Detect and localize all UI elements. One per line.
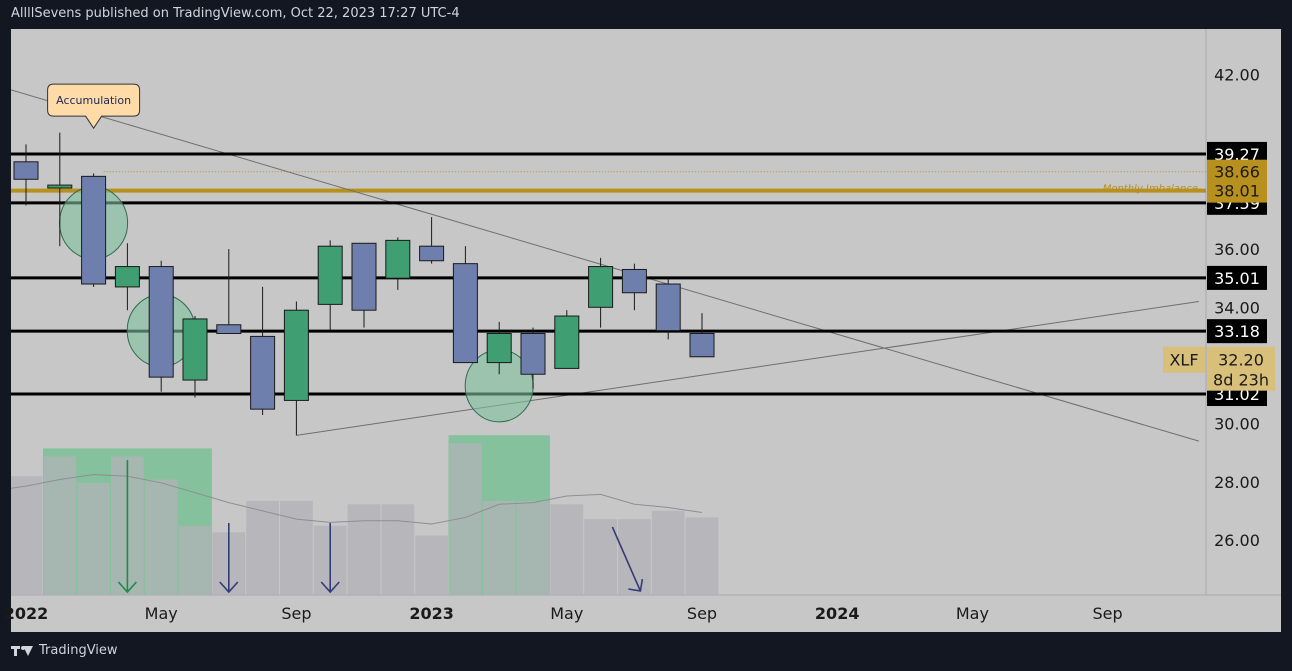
level-price-label-text: 33.18 xyxy=(1214,322,1260,341)
callout-text: Accumulation xyxy=(56,94,131,107)
candle xyxy=(689,313,715,358)
price-tick-label: 30.00 xyxy=(1214,415,1260,434)
candle xyxy=(351,242,377,328)
volume-bar xyxy=(11,476,43,595)
trendline-layer xyxy=(11,89,1200,442)
candle xyxy=(47,132,73,247)
imbalance-price-label xyxy=(1207,178,1267,203)
trendline xyxy=(11,89,1200,442)
symbol-badge-text: XLF xyxy=(1169,351,1198,370)
price-tick-label: 28.00 xyxy=(1214,473,1260,492)
candle xyxy=(385,237,411,290)
callout-layer: Accumulation xyxy=(47,83,141,130)
bar-countdown-text: 8d 23h xyxy=(1213,371,1269,390)
volume-bar xyxy=(550,504,584,595)
publish-header: AllllSevens published on TradingView.com… xyxy=(11,6,460,21)
volume-bar xyxy=(584,519,617,595)
volume-arrow-icon xyxy=(611,526,644,592)
price-tick-label: 26.00 xyxy=(1214,531,1260,550)
time-tick-label: Sep xyxy=(1093,604,1123,623)
volume-layer xyxy=(0,435,719,595)
price-tick-label: 34.00 xyxy=(1214,298,1260,317)
time-tick-label: Sep xyxy=(281,604,311,623)
footer: TradingView xyxy=(11,643,118,658)
time-tick-label: 2023 xyxy=(409,604,454,623)
volume-bar xyxy=(415,535,448,595)
time-tick-label: May xyxy=(550,604,583,623)
price-tick-label: 36.00 xyxy=(1214,240,1260,259)
footer-brand: TradingView xyxy=(39,643,118,658)
candles-layer xyxy=(0,80,715,436)
volume-bar xyxy=(280,500,313,595)
volume-bar xyxy=(347,504,381,595)
volume-bar xyxy=(482,500,516,595)
volume-bar xyxy=(144,479,178,595)
volume-bar xyxy=(0,460,9,595)
tradingview-logo-icon xyxy=(11,644,33,658)
volume-bar xyxy=(449,443,482,595)
candle xyxy=(250,286,276,415)
candle xyxy=(621,263,647,311)
candle xyxy=(317,240,343,331)
candle xyxy=(655,278,681,340)
imbalance-label: Monthly Imbalance xyxy=(1103,184,1198,195)
volume-bar xyxy=(381,504,415,595)
candle xyxy=(283,301,309,436)
volume-bar xyxy=(178,525,212,595)
price-tick-label: 42.00 xyxy=(1214,66,1260,85)
time-tick-label: May xyxy=(956,604,989,623)
last-price-badge xyxy=(1207,346,1275,391)
level-price-label-text: 39.27 xyxy=(1214,145,1260,164)
level-price-label xyxy=(1207,265,1267,290)
candle xyxy=(148,260,174,392)
level-price-label xyxy=(1207,319,1267,344)
volume-arrow-icon xyxy=(320,523,340,594)
trendline xyxy=(296,300,1199,436)
volume-bar xyxy=(246,500,279,595)
level-price-label-text: 35.01 xyxy=(1214,269,1260,288)
volume-bar xyxy=(651,510,685,595)
candle xyxy=(182,316,208,398)
callout-bubble xyxy=(47,83,141,130)
candle xyxy=(486,321,512,375)
imbalance-price-label-text: 38.01 xyxy=(1214,182,1260,201)
volume-arrow-icon xyxy=(219,523,239,594)
volume-bar xyxy=(516,500,550,595)
candle xyxy=(520,327,546,389)
volume-bar xyxy=(685,517,719,595)
time-tick-label: Sep xyxy=(687,604,717,623)
candle xyxy=(588,257,614,328)
candle xyxy=(452,246,478,364)
candle xyxy=(114,243,140,311)
last-price-text: 32.20 xyxy=(1218,351,1264,370)
volume-bar xyxy=(618,519,651,595)
imbalance-price-label-text: 38.66 xyxy=(1214,163,1260,182)
candle xyxy=(419,217,445,264)
time-tick-label: May xyxy=(145,604,178,623)
volume-bar xyxy=(77,482,110,595)
volume-arrow-icon xyxy=(117,460,137,594)
level-lines-layer xyxy=(11,152,1206,396)
volume-bar xyxy=(43,456,77,595)
symbol-badge xyxy=(1163,346,1205,373)
candle xyxy=(554,310,580,369)
price-axis: 26.00 28.00 30.00 34.00 36.00 42.00 xyxy=(1214,66,1260,551)
time-tick-label: 2022 xyxy=(4,604,49,623)
candle xyxy=(0,80,4,223)
volume-moving-average xyxy=(11,474,703,525)
candle xyxy=(216,249,242,334)
time-axis: 2022 May Sep 2023 May Sep 2024 May Sep xyxy=(4,604,1123,623)
time-tick-label: 2024 xyxy=(815,604,860,623)
candle xyxy=(13,144,39,206)
candle xyxy=(81,173,107,287)
